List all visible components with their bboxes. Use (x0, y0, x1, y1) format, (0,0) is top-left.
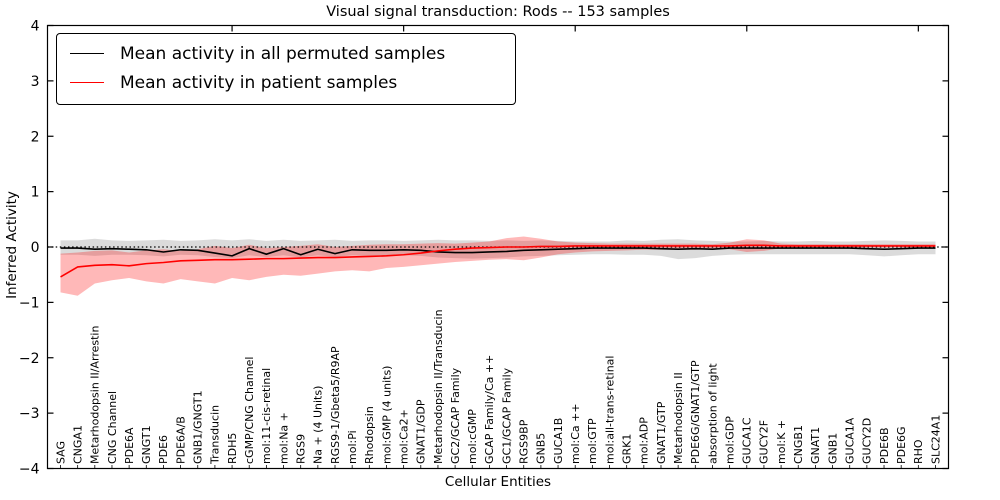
y-tick-label: −4 (19, 462, 40, 478)
y-tick-label: −2 (19, 351, 40, 367)
x-tick-label: GUCY2F (758, 420, 771, 464)
x-tick-label: GC2/GCAP Family (449, 367, 462, 464)
legend-entry-permuted: Mean activity in all permuted samples (57, 39, 515, 68)
patient-range-band (60, 236, 936, 296)
y-tick-label: 4 (31, 19, 40, 35)
x-tick-label: PDE6B (878, 427, 891, 464)
x-tick-label: Transducin (209, 405, 222, 465)
y-tick-label: 1 (31, 185, 40, 201)
legend-label-patient: Mean activity in patient samples (120, 72, 398, 93)
x-tick-label: GNB5 (535, 433, 548, 464)
x-tick-label: GNAT1 (809, 427, 822, 464)
x-tick-label: GC1/GCAP Family (500, 367, 513, 464)
x-tick-label: mol:GDP (723, 416, 736, 464)
x-tick-label: GNAT1/GDP (415, 399, 428, 464)
x-tick-label: Na + (4 Units) (312, 386, 325, 464)
y-tick-label: −1 (19, 295, 40, 311)
x-tick-label: GNB1/GNGT1 (192, 390, 205, 464)
x-tick-label: CNGB1 (792, 425, 805, 464)
x-tick-label: GUCA1B (552, 418, 565, 464)
x-tick-label: RDH5 (226, 433, 239, 464)
y-axis-label: Inferred Activity (4, 191, 20, 299)
chart-title: Visual signal transduction: Rods -- 153 … (326, 4, 670, 20)
x-tick-label: CNGA1 (71, 425, 84, 464)
x-tick-label: mol:Na + (277, 412, 290, 464)
x-tick-label: PDE6A/B (174, 416, 187, 464)
x-tick-label: GNGT1 (140, 425, 153, 464)
y-tick-label: −3 (19, 406, 40, 422)
x-tick-label: mol:GMP (4 units) (380, 366, 393, 464)
x-tick-label: GNAT1/GTP (655, 401, 668, 464)
legend-entry-patient: Mean activity in patient samples (57, 68, 515, 97)
permuted-range-band (60, 238, 936, 260)
x-tick-label: RHO (912, 439, 925, 464)
x-tick-label: GNB1 (826, 433, 839, 464)
permuted-line-sample-icon (70, 53, 104, 54)
x-tick-label: GCAP Family/Ca ++ (483, 355, 496, 464)
x-tick-label: PDE6G/GNAT1/GTP (689, 360, 702, 464)
x-tick-label: SLC24A1 (929, 415, 942, 464)
x-tick-label: Rhodopsin (363, 406, 376, 464)
x-tick-label: SAG (54, 441, 67, 464)
x-tick-label: PDE6G (895, 426, 908, 464)
x-tick-label: CNG Channel (106, 391, 119, 464)
permuted-mean-line (60, 247, 936, 257)
x-tick-label: mol:Ca2+ (397, 409, 410, 464)
x-tick-label: Metarhodopsin II/Arrestin (89, 326, 102, 464)
x-tick-label: GUCA1A (844, 417, 857, 464)
x-tick-label: mol:all-trans-retinal (603, 356, 616, 464)
patient-mean-line (60, 244, 936, 278)
x-tick-label: PDE6 (157, 435, 170, 464)
x-tick-label: PDE6A (123, 427, 136, 464)
y-tick-label: 2 (31, 129, 40, 145)
x-tick-label: RGS9 (294, 434, 307, 464)
y-tick-label: 0 (31, 240, 40, 256)
x-tick-label: RGS9BP (518, 419, 531, 464)
x-tick-label: absorption of light (706, 363, 719, 464)
x-tick-label: GUCY2D (861, 418, 874, 464)
x-tick-label: mol:ADP (638, 417, 651, 464)
x-tick-label: mol:K + (775, 420, 788, 464)
x-tick-label: cGMP/CNG Channel (243, 357, 256, 465)
legend-label-permuted: Mean activity in all permuted samples (120, 43, 446, 64)
x-tick-label: RGS9-1/Gbeta5/R9AP (329, 346, 342, 464)
x-tick-label: mol:Pi (346, 430, 359, 464)
x-tick-label: mol:GTP (586, 418, 599, 464)
x-tick-label: mol:Ca ++ (569, 403, 582, 464)
patient-line-sample-icon (70, 82, 104, 83)
x-tick-label: Metarhodopsin II/Transducin (432, 309, 445, 464)
x-axis-label: Cellular Entities (444, 474, 552, 490)
y-tick-label: 3 (31, 74, 40, 90)
x-tick-label: Metarhodopsin II (672, 372, 685, 464)
legend: Mean activity in all permuted samples Me… (56, 33, 516, 105)
x-tick-label: GUCA1C (741, 417, 754, 464)
x-tick-label: mol:11-cis-retinal (260, 368, 273, 464)
x-tick-label: GRK1 (620, 434, 633, 464)
x-tick-label: mol:cGMP (466, 409, 479, 464)
